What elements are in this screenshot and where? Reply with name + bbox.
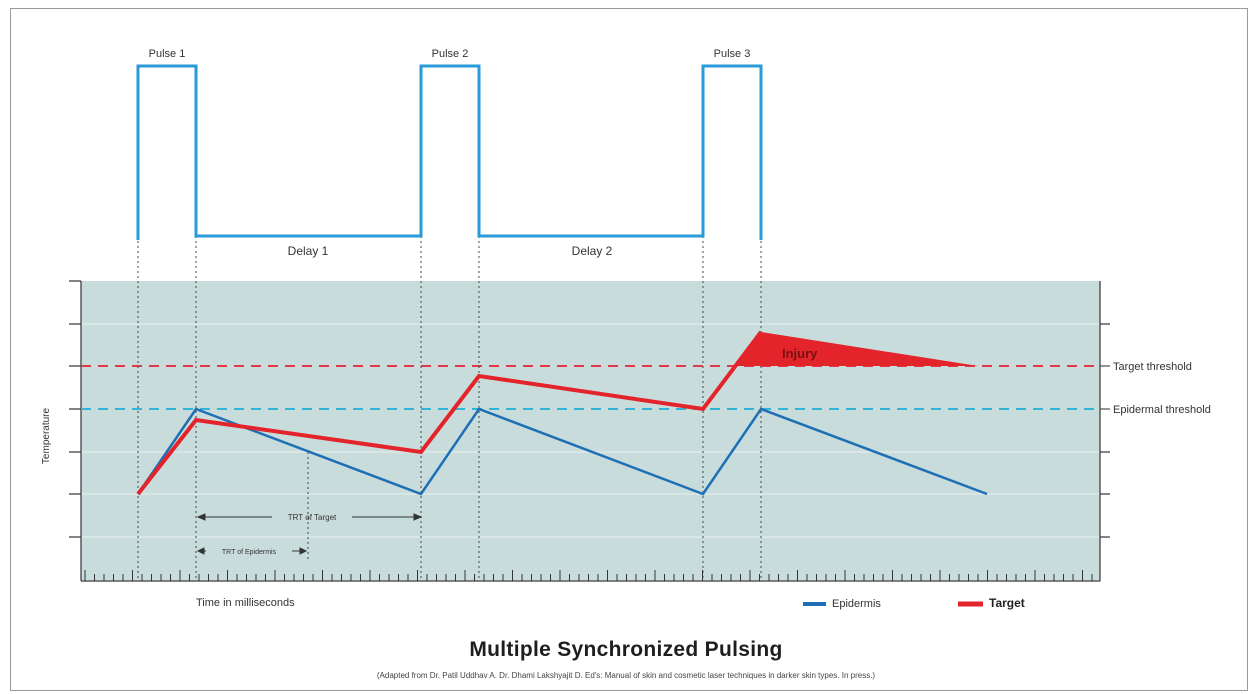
epidermis-curve xyxy=(136,407,988,496)
pulse-guides xyxy=(137,236,762,581)
pulse-2-label: Pulse 2 xyxy=(432,48,469,60)
target-curve xyxy=(136,330,763,496)
y-axis-right-ticks xyxy=(1100,323,1110,538)
trt-epidermis-label: TRT of Epidermis xyxy=(222,549,277,556)
target-threshold-label: Target threshold xyxy=(1113,361,1192,373)
delay-1-label: Delay 1 xyxy=(288,244,329,258)
y-axis-label: Temperature xyxy=(41,407,52,464)
pulse-1-label: Pulse 1 xyxy=(149,48,186,60)
plot-grid xyxy=(81,323,1100,538)
legend-epidermis-label: Epidermis xyxy=(832,598,881,610)
x-axis-ticks xyxy=(84,570,1093,581)
injury-area xyxy=(736,332,978,366)
injury-label: Injury xyxy=(782,346,818,361)
x-axis-label: Time in milliseconds xyxy=(196,597,295,609)
y-axis-left-ticks xyxy=(69,280,81,538)
trt-target-arrow xyxy=(196,513,423,521)
source-credit: (Adapted from Dr. Patil Uddhav A. Dr. Dh… xyxy=(376,671,876,680)
pulse-3-label: Pulse 3 xyxy=(714,48,751,60)
epidermal-threshold-label: Epidermal threshold xyxy=(1113,404,1211,416)
diagram-title: Multiple Synchronized Pulsing xyxy=(469,638,783,661)
delay-2-label: Delay 2 xyxy=(572,244,613,258)
trt-epidermis-arrow xyxy=(196,547,308,555)
trt-target-label: TRT of Target xyxy=(288,513,337,522)
legend-target-label: Target xyxy=(989,596,1025,610)
plot-area xyxy=(81,281,1100,580)
pulse-train xyxy=(136,64,763,240)
figure-frame xyxy=(10,8,1248,691)
